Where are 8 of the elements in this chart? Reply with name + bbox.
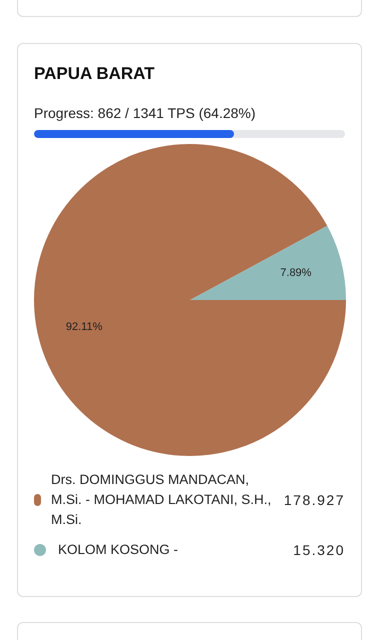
data-label: 92.11% bbox=[66, 320, 103, 333]
legend-label: KOLOM KOSONG - bbox=[58, 541, 180, 559]
data-label: 7.89% bbox=[280, 267, 312, 280]
text: 178.927 bbox=[284, 492, 345, 508]
legend-label: Drs. DOMINGGUS MANDACAN, M.Si. - MOHAMAD LAKOTANI, S.H., M.Si. bbox=[51, 471, 272, 529]
text: 15.320 bbox=[293, 542, 345, 558]
chart-subtitle: Progress: 862 / 1341 TPS (64.28%) bbox=[34, 105, 257, 121]
chart-title: PAPUA BARAT bbox=[34, 64, 156, 84]
